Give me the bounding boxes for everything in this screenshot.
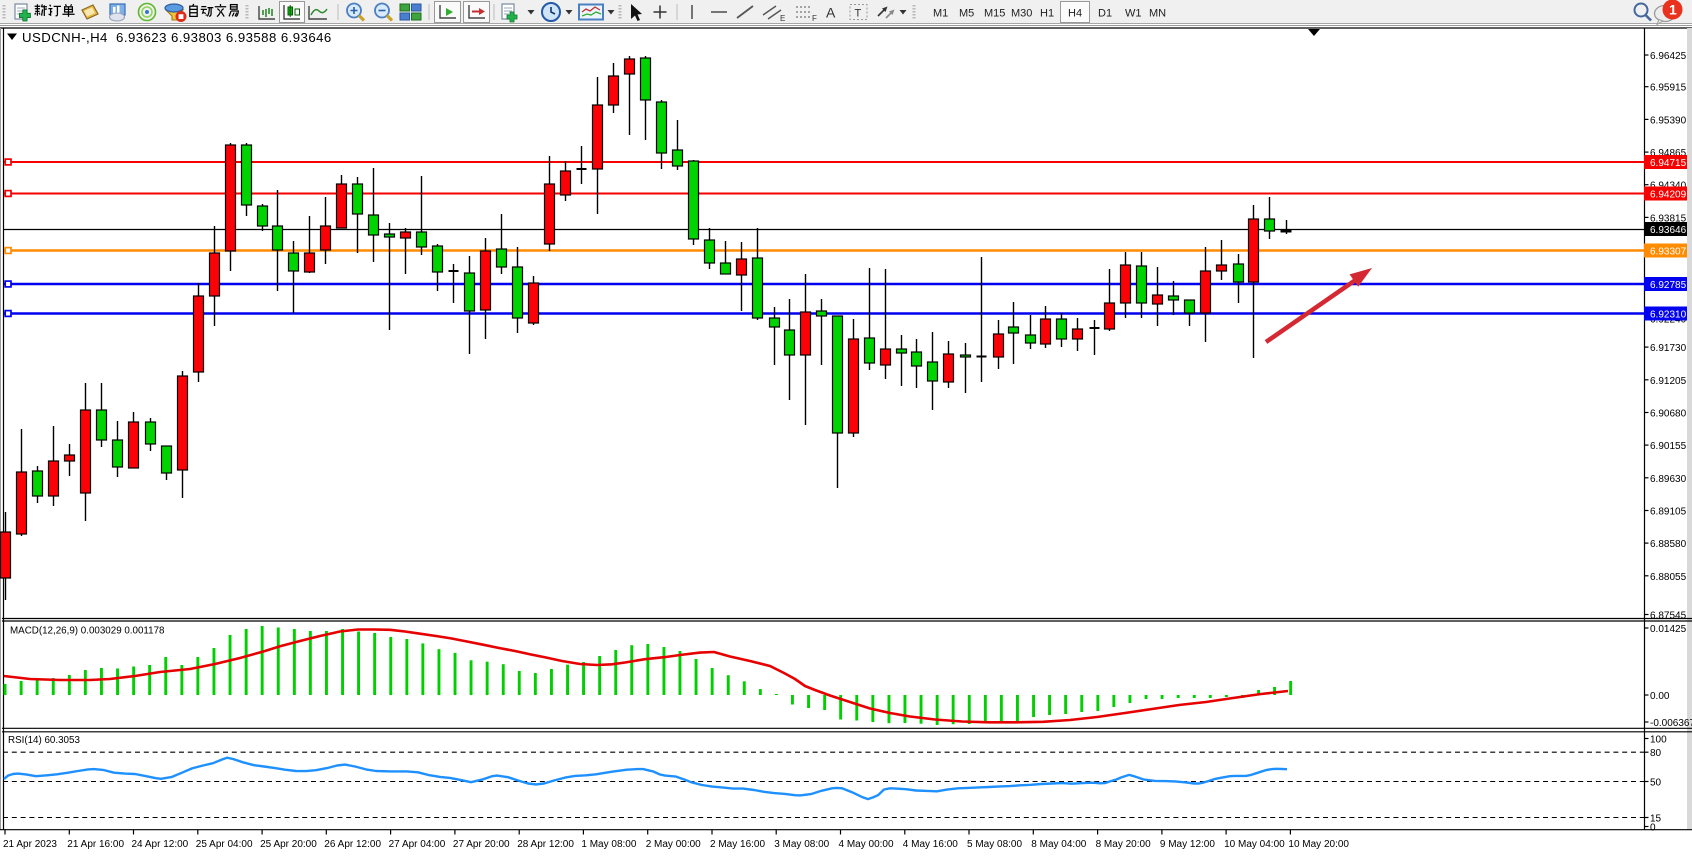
svg-text:USDCNH-,H4 6.93623 6.93803 6.: USDCNH-,H4 6.93623 6.93803 6.93588 6.936… [22,30,332,45]
svg-text:M30: M30 [1011,8,1032,20]
svg-text:2 May 16:00: 2 May 16:00 [710,839,765,850]
svg-text:27 Apr 04:00: 27 Apr 04:00 [389,839,446,850]
svg-text:6.90155: 6.90155 [1650,441,1687,452]
svg-text:0.00: 0.00 [1650,691,1670,702]
svg-text:T: T [855,8,862,20]
svg-text:80: 80 [1650,748,1662,759]
svg-text:1: 1 [1669,2,1677,18]
svg-text:2 May 00:00: 2 May 00:00 [646,839,701,850]
svg-text:3 May 08:00: 3 May 08:00 [774,839,829,850]
svg-text:21 Apr 2023: 21 Apr 2023 [3,839,57,850]
svg-text:6.94715: 6.94715 [1650,158,1687,169]
svg-text:RSI(14) 60.3053: RSI(14) 60.3053 [8,735,80,746]
svg-text:H1: H1 [1040,8,1054,20]
svg-text:25 Apr 20:00: 25 Apr 20:00 [260,839,317,850]
svg-text:W1: W1 [1125,8,1142,20]
svg-text:26 Apr 12:00: 26 Apr 12:00 [324,839,381,850]
svg-text:4 May 00:00: 4 May 00:00 [839,839,894,850]
svg-text:F: F [812,14,817,23]
svg-text:6.95915: 6.95915 [1650,83,1687,94]
svg-text:A: A [826,5,836,21]
svg-text:24 Apr 12:00: 24 Apr 12:00 [132,839,189,850]
svg-text:6.88580: 6.88580 [1650,539,1687,550]
svg-text:15: 15 [1650,814,1662,825]
svg-text:6.87545: 6.87545 [1650,611,1687,622]
svg-text:8 May 04:00: 8 May 04:00 [1031,839,1086,850]
svg-text:M15: M15 [984,8,1005,20]
svg-text:6.90680: 6.90680 [1650,409,1687,420]
svg-text:0.01425: 0.01425 [1650,624,1687,635]
svg-text:M5: M5 [959,8,974,20]
svg-text:6.91730: 6.91730 [1650,343,1687,354]
svg-text:6.96425: 6.96425 [1650,51,1687,62]
svg-text:8 May 20:00: 8 May 20:00 [1096,839,1151,850]
svg-text:6.89105: 6.89105 [1650,507,1687,518]
svg-text:6.94209: 6.94209 [1650,190,1687,201]
svg-text:MACD(12,26,9) 0.003029 0.00117: MACD(12,26,9) 0.003029 0.001178 [10,626,165,637]
svg-text:10 May 20:00: 10 May 20:00 [1288,839,1349,850]
svg-text:10 May 04:00: 10 May 04:00 [1224,839,1285,850]
svg-text:E: E [780,14,785,23]
svg-text:6.93646: 6.93646 [1650,225,1687,236]
svg-text:6.93815: 6.93815 [1650,213,1687,224]
svg-text:6.94865: 6.94865 [1650,148,1687,159]
svg-text:21 Apr 16:00: 21 Apr 16:00 [67,839,124,850]
svg-text:28 Apr 12:00: 28 Apr 12:00 [517,839,574,850]
svg-text:H4: H4 [1068,8,1082,20]
svg-text:100: 100 [1650,735,1667,746]
svg-text:25 Apr 04:00: 25 Apr 04:00 [196,839,253,850]
svg-text:D1: D1 [1098,8,1112,20]
svg-text:6.93307: 6.93307 [1650,247,1687,258]
svg-text:27 Apr 20:00: 27 Apr 20:00 [453,839,510,850]
svg-text:M1: M1 [933,8,948,20]
svg-text:6.92785: 6.92785 [1650,280,1687,291]
svg-text:5 May 08:00: 5 May 08:00 [967,839,1022,850]
svg-text:1 May 08:00: 1 May 08:00 [581,839,636,850]
svg-text:6.95390: 6.95390 [1650,115,1687,126]
svg-text:9 May 12:00: 9 May 12:00 [1160,839,1215,850]
svg-text:4 May 16:00: 4 May 16:00 [903,839,958,850]
svg-text:MN: MN [1149,8,1166,20]
svg-text:6.89630: 6.89630 [1650,474,1687,485]
svg-text:50: 50 [1650,778,1662,789]
svg-text:6.91205: 6.91205 [1650,376,1687,387]
svg-text:6.92310: 6.92310 [1650,310,1687,321]
svg-text:6.94340: 6.94340 [1650,181,1687,192]
svg-text:0: 0 [1650,823,1656,834]
svg-text:-0.006367: -0.006367 [1650,718,1692,729]
svg-text:6.88055: 6.88055 [1650,572,1687,583]
